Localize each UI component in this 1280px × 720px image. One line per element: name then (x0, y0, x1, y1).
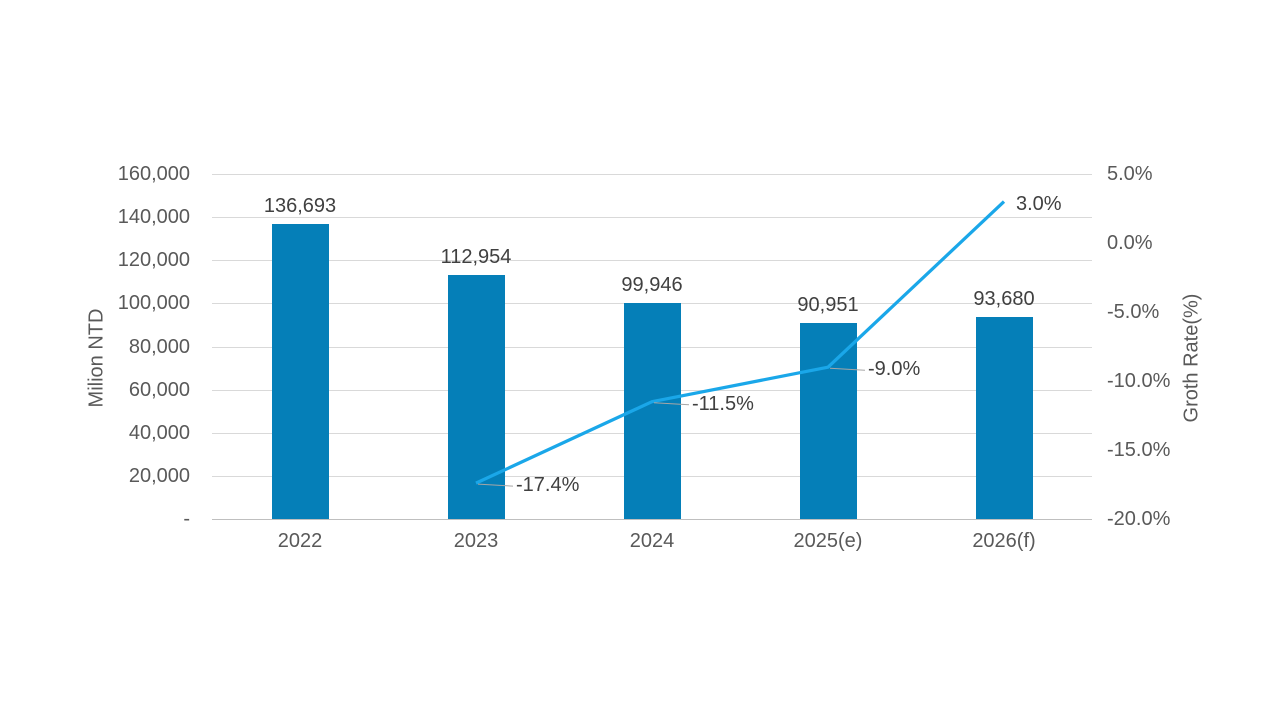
growth-rate-label: -17.4% (516, 474, 580, 497)
x-axis-line (212, 519, 1092, 520)
left-axis-tick: 140,000 (117, 206, 190, 229)
bar-value-label: 90,951 (797, 293, 859, 316)
bar-2022 (271, 224, 329, 519)
x-axis-label-2026f: 2026(f) (972, 530, 1036, 552)
left-axis-tick: 100,000 (117, 292, 190, 315)
bar-value-label: 99,946 (621, 274, 683, 297)
left-axis-tick: 40,000 (128, 421, 190, 444)
right-axis-tick: 5.0% (1107, 163, 1153, 185)
right-axis-tick: -10.0% (1107, 370, 1171, 392)
left-axis-tick: 160,000 (117, 163, 190, 185)
growth-rate-label: -11.5% (692, 392, 754, 415)
right-axis-tick: 0.0% (1107, 232, 1153, 254)
left-axis-tick: 120,000 (117, 249, 190, 272)
bar-2024 (623, 303, 681, 519)
right-axis-tick: -20.0% (1107, 508, 1171, 530)
left-axis-tick: - (183, 508, 190, 530)
gridline (212, 174, 1092, 175)
x-axis-label-2023: 2023 (453, 530, 499, 552)
bar-value-label: 112,954 (440, 246, 512, 269)
growth-rate-label: -9.0% (868, 358, 921, 381)
left-axis-tick: 60,000 (128, 378, 190, 401)
bar-value-label: 93,680 (973, 288, 1035, 310)
x-axis-label-2025e: 2025(e) (793, 530, 863, 552)
gridline (212, 260, 1092, 262)
left-axis-tick: 80,000 (128, 335, 190, 358)
left-axis-tick: 20,000 (128, 464, 190, 487)
right-axis-tick: -15.0% (1107, 439, 1171, 461)
bar-2026f (975, 317, 1033, 519)
x-axis-label-2024: 2024 (629, 530, 675, 552)
bar-value-label: 136,693 (263, 195, 337, 218)
right-axis-tick: -5.0% (1107, 301, 1160, 323)
bar-2025e (799, 322, 857, 519)
bar-2023 (447, 275, 505, 519)
growth-rate-label: 3.0% (1016, 192, 1062, 215)
x-axis-label-2022: 2022 (277, 530, 323, 552)
